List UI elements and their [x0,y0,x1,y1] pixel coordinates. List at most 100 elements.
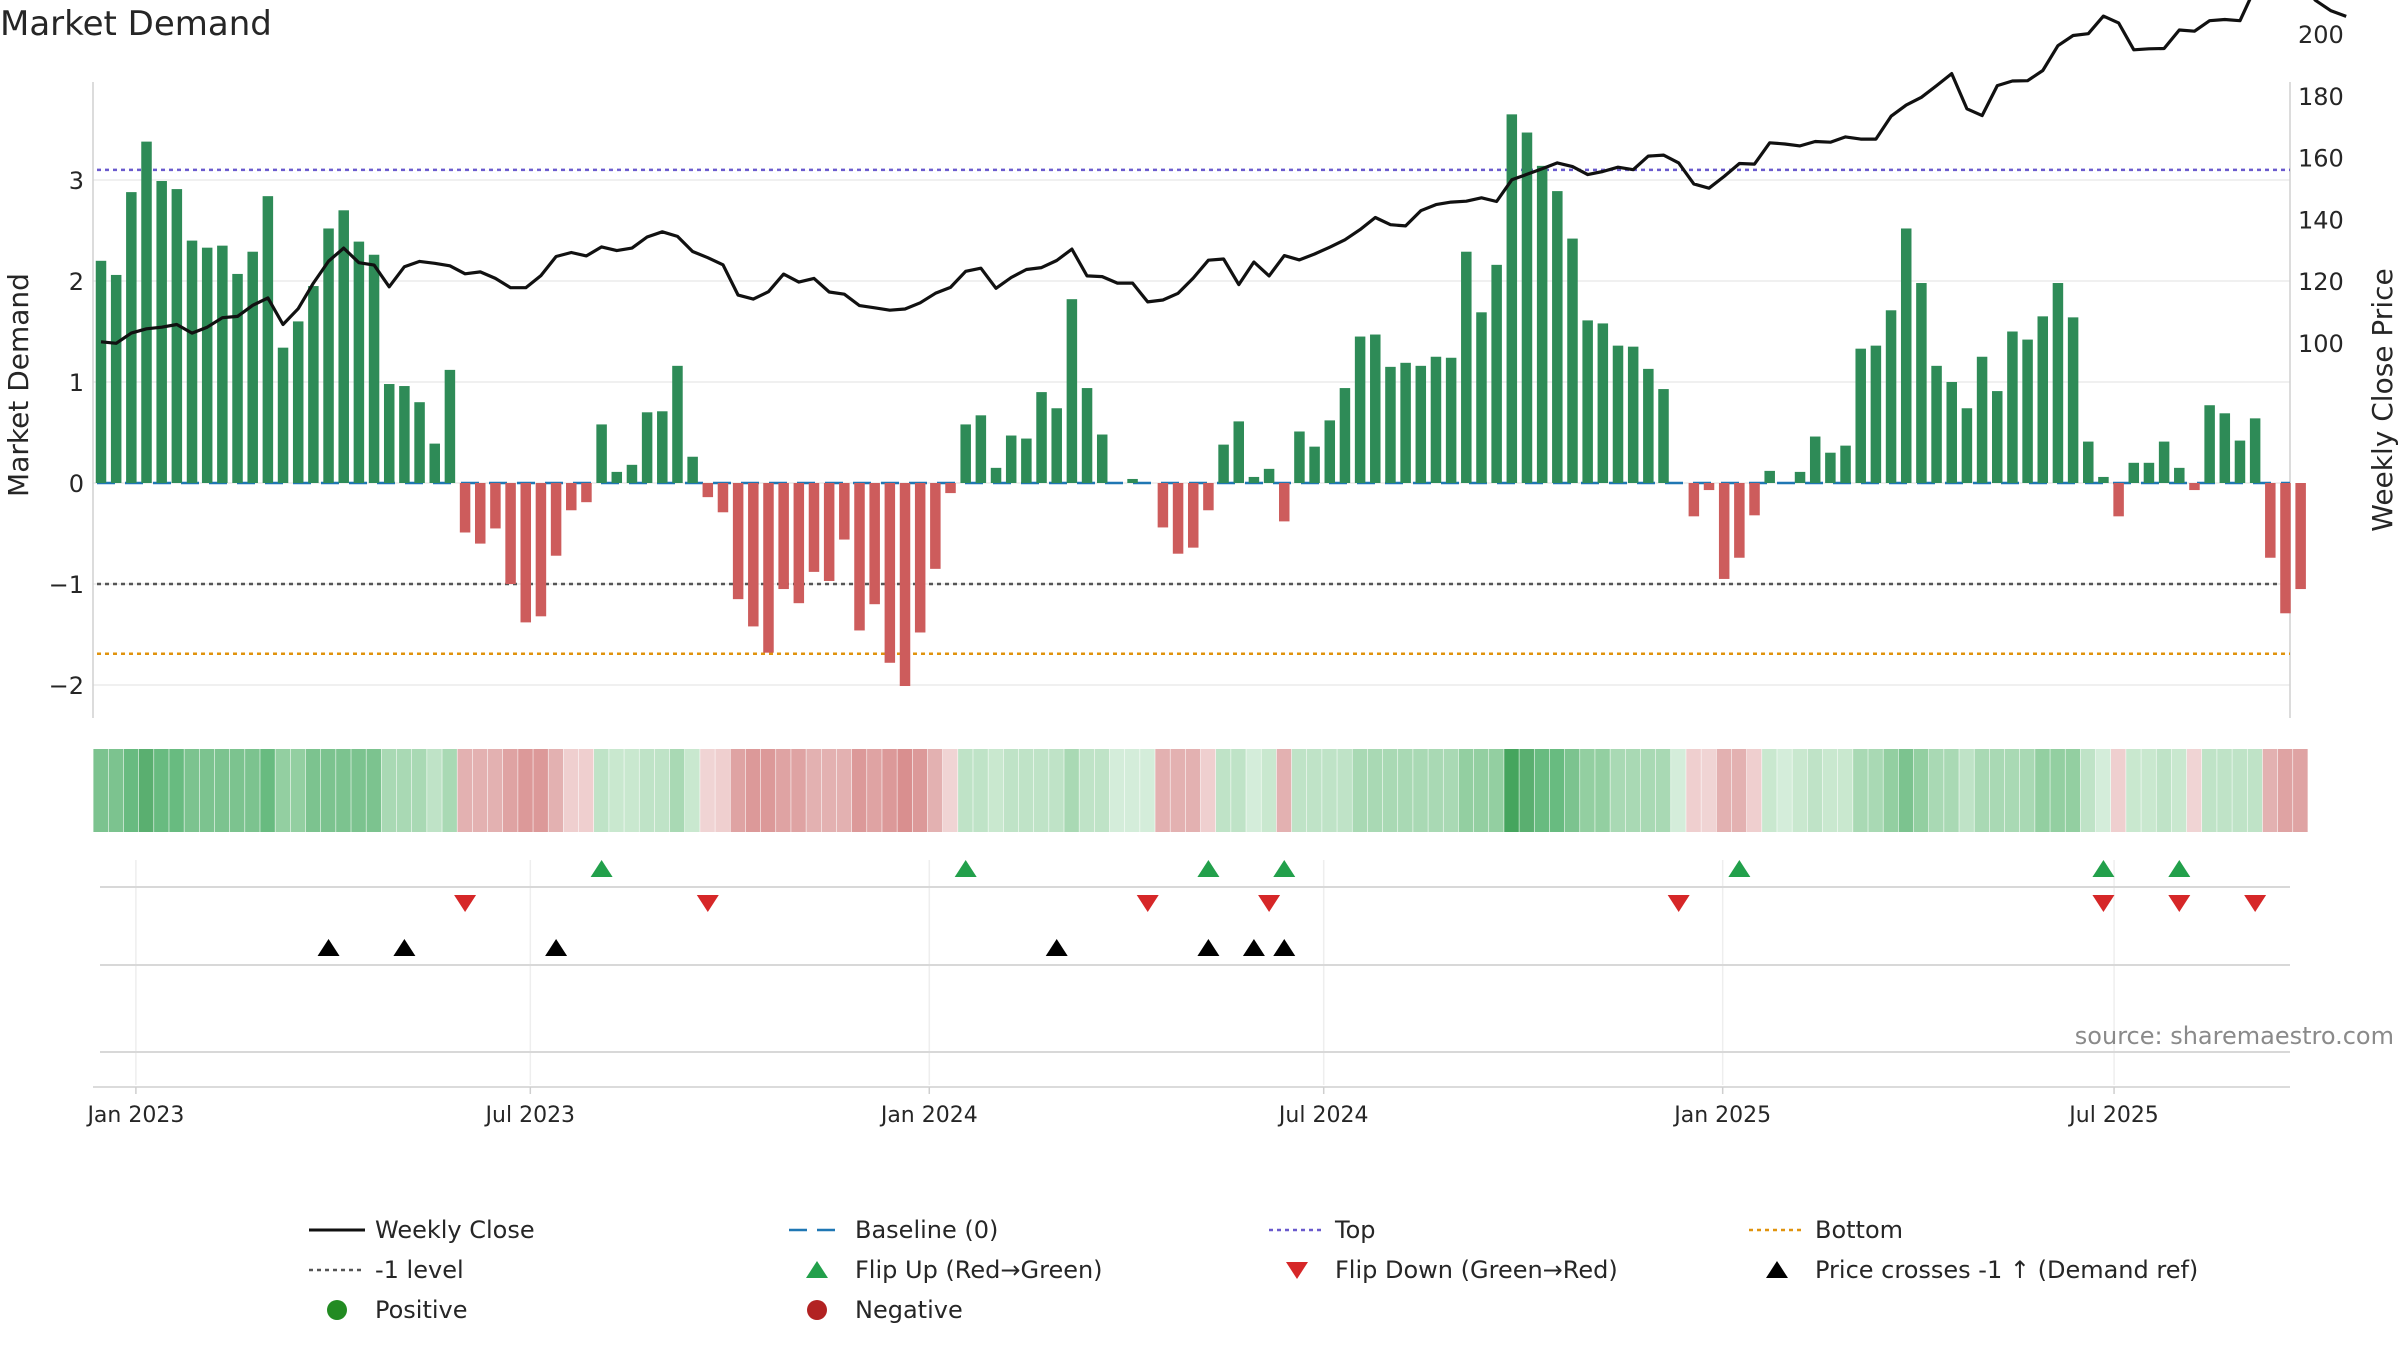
flip-up-marker [1728,860,1751,877]
demand-heat-strip [93,749,2309,832]
demand-bar [444,369,456,483]
heat-cell [988,749,1004,832]
legend-label: Baseline (0) [855,1216,999,1244]
y2-tick-label: 160 [2298,145,2344,173]
heat-cell [776,749,792,832]
demand-bar [960,424,971,483]
demand-bar [2113,483,2124,517]
demand-bar [2249,418,2261,483]
demand-bar [1400,362,1411,483]
heat-cell [1109,749,1126,832]
y-axis-ticks: −2 −1 0 1 2 3 [49,167,84,700]
heat-cell [669,749,686,832]
heat-cell [2065,749,2081,832]
demand-bar [1279,483,1290,522]
heat-cell [411,749,428,832]
heat-cell [1580,749,1596,832]
flip-down-marker [696,895,719,912]
legend-item: -1 level [305,1252,785,1288]
demand-bar [1415,365,1427,483]
demand-bar [1764,470,1775,483]
heat-cell [1746,749,1763,832]
heat-cell [154,749,170,832]
demand-bar [141,141,152,483]
heat-cell [1049,749,1065,832]
demand-bar [1081,388,1093,483]
demand-bar [1840,445,1851,483]
demand-bar [990,467,1002,483]
heat-cell [1883,749,1899,832]
demand-bar [808,483,820,572]
y-axis-label: Market Demand [2,273,35,497]
demand-bar [1021,438,1032,483]
legend-item: Bottom [1745,1212,2265,1248]
legend-item: Baseline (0) [785,1212,1265,1248]
legend-label: Flip Down (Green→Red) [1335,1256,1618,1284]
heat-cell [1686,749,1702,832]
legend-circle-symbol [305,1295,369,1325]
heat-cell [2019,749,2036,832]
heat-cell [1215,749,1232,832]
demand-bar [308,286,319,483]
demand-bar [353,241,365,483]
legend-item: Flip Down (Green→Red) [1265,1252,1745,1288]
flip-down-marker [2092,895,2115,912]
heat-cell [942,749,959,832]
heat-cell [1261,749,1277,832]
heat-cell [1731,749,1748,832]
heat-cell [290,749,307,832]
demand-bar [277,347,289,483]
demand-bars [95,114,2306,687]
heat-cell [1868,749,1884,832]
heat-cell [396,749,413,832]
demand-bar [1248,476,1260,483]
heat-cell [214,749,231,832]
legend-label: -1 level [375,1256,464,1284]
heat-cell [821,749,838,832]
flip-up-marker [2092,860,2115,877]
demand-bar [2189,483,2200,491]
demand-bar [778,483,789,590]
heat-cell [2035,749,2051,832]
demand-bar [1961,408,1973,483]
x-tick-label: Jul 2025 [2067,1103,2159,1128]
legend-line-symbol [305,1215,369,1245]
heat-cell [138,749,155,832]
heat-cell [1807,749,1824,832]
heat-cell [1246,749,1262,832]
heat-cell [1185,749,1202,832]
demand-bar [383,384,395,483]
heat-cell [806,749,822,832]
heat-cell [882,749,898,832]
heat-cell [199,749,216,832]
heat-cell [169,749,185,832]
heat-cell [487,749,504,832]
heat-cell [2111,749,2127,832]
heat-cell [1231,749,1247,832]
heat-cell [1337,749,1353,832]
heat-cell [912,749,929,832]
demand-bar [1157,483,1169,528]
demand-bar [2007,331,2018,483]
demand-bar [884,483,896,663]
demand-bar [1263,468,1275,483]
heat-cell [1837,749,1854,832]
legend-item: Negative [785,1292,1265,1328]
heat-cell [927,749,944,832]
heat-cell [1610,749,1626,832]
heat-cell [2262,749,2279,832]
heat-cell [336,749,352,832]
heat-cell [1382,749,1399,832]
demand-bar [566,483,577,511]
demand-bar [732,483,744,600]
demand-bar [1385,366,1396,483]
heat-cell [245,749,261,832]
y-tick-label: 0 [69,470,84,498]
heat-cell [1018,749,1035,832]
heat-cell [1944,749,1960,832]
demand-bar [1218,444,1229,483]
demand-bar [1309,446,1320,483]
heat-cell [1064,749,1080,832]
demand-bar [687,456,698,483]
demand-bar [1688,483,1700,517]
